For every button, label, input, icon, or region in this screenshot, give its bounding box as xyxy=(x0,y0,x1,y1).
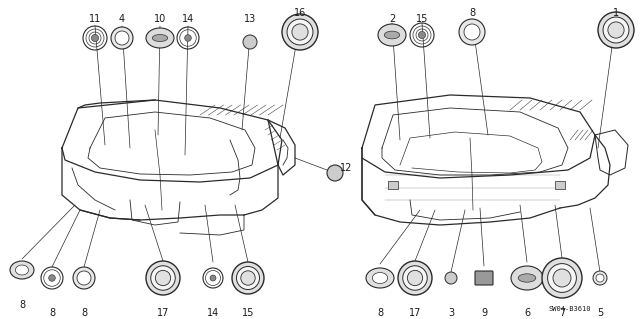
Text: 4: 4 xyxy=(119,14,125,24)
Circle shape xyxy=(115,31,129,45)
Ellipse shape xyxy=(511,266,543,290)
FancyBboxPatch shape xyxy=(555,181,565,189)
Circle shape xyxy=(92,34,99,41)
Text: 8: 8 xyxy=(19,300,25,310)
Circle shape xyxy=(542,258,582,298)
Text: 14: 14 xyxy=(207,308,219,318)
Circle shape xyxy=(327,165,343,181)
Text: 17: 17 xyxy=(157,308,169,318)
Ellipse shape xyxy=(378,24,406,46)
Circle shape xyxy=(185,35,191,41)
Text: 15: 15 xyxy=(416,14,428,24)
Circle shape xyxy=(146,261,180,295)
Text: 10: 10 xyxy=(154,14,166,24)
Text: 8: 8 xyxy=(81,308,87,318)
Text: 11: 11 xyxy=(89,14,101,24)
Circle shape xyxy=(407,270,422,286)
Text: 8: 8 xyxy=(377,308,383,318)
Circle shape xyxy=(445,272,457,284)
Circle shape xyxy=(151,266,175,290)
Circle shape xyxy=(608,22,624,38)
Text: 6: 6 xyxy=(524,308,530,318)
Circle shape xyxy=(237,266,260,290)
Ellipse shape xyxy=(384,31,400,39)
Circle shape xyxy=(287,19,313,45)
Ellipse shape xyxy=(366,268,394,288)
Circle shape xyxy=(459,19,485,45)
Text: 12: 12 xyxy=(340,163,353,173)
Circle shape xyxy=(419,31,426,39)
Ellipse shape xyxy=(10,261,34,279)
Circle shape xyxy=(73,267,95,289)
Text: SW04-B3610: SW04-B3610 xyxy=(548,306,591,312)
Circle shape xyxy=(243,35,257,49)
Ellipse shape xyxy=(146,28,174,48)
Circle shape xyxy=(464,24,480,40)
Circle shape xyxy=(596,274,604,282)
Circle shape xyxy=(77,271,91,285)
Text: 1: 1 xyxy=(613,8,619,18)
Ellipse shape xyxy=(152,34,168,41)
Circle shape xyxy=(398,261,432,295)
Circle shape xyxy=(553,269,571,287)
Circle shape xyxy=(548,263,577,293)
FancyBboxPatch shape xyxy=(388,181,398,189)
Circle shape xyxy=(598,12,634,48)
Text: 14: 14 xyxy=(182,14,194,24)
Text: 2: 2 xyxy=(389,14,395,24)
Circle shape xyxy=(49,275,55,281)
Circle shape xyxy=(403,266,428,290)
Text: 15: 15 xyxy=(242,308,254,318)
Text: 5: 5 xyxy=(597,308,603,318)
Circle shape xyxy=(210,275,216,281)
Text: 16: 16 xyxy=(294,8,306,18)
Text: 13: 13 xyxy=(244,14,256,24)
Text: 17: 17 xyxy=(409,308,421,318)
Circle shape xyxy=(156,270,171,286)
Ellipse shape xyxy=(372,272,388,284)
Text: 3: 3 xyxy=(448,308,454,318)
Circle shape xyxy=(603,17,629,43)
Ellipse shape xyxy=(518,274,536,282)
Circle shape xyxy=(241,271,255,285)
Circle shape xyxy=(292,24,308,40)
Text: 8: 8 xyxy=(469,8,475,18)
FancyBboxPatch shape xyxy=(475,271,493,285)
Ellipse shape xyxy=(15,265,29,275)
Circle shape xyxy=(232,262,264,294)
Circle shape xyxy=(593,271,607,285)
Text: 7: 7 xyxy=(559,308,565,318)
Text: 8: 8 xyxy=(49,308,55,318)
Circle shape xyxy=(282,14,318,50)
Text: 9: 9 xyxy=(481,308,487,318)
Circle shape xyxy=(111,27,133,49)
